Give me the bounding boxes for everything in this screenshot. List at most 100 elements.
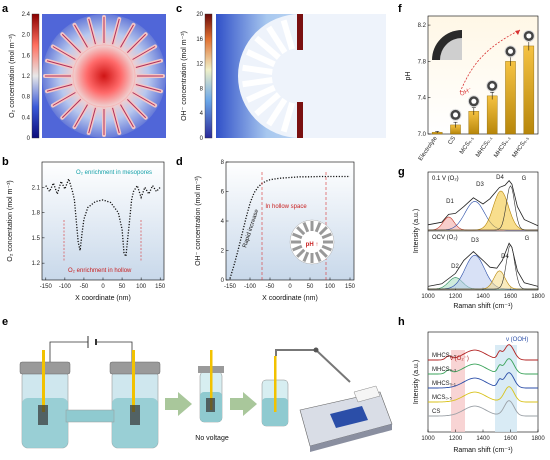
plot-h-series-label: MCS₀.₅ bbox=[432, 395, 452, 401]
panel-label-b: b bbox=[2, 156, 9, 168]
plot-b-ytick-label: 2.1 bbox=[32, 185, 41, 191]
plot-b-xtick-label: -150 bbox=[40, 284, 53, 290]
h-cell bbox=[19, 350, 161, 449]
plot-f-bar bbox=[486, 95, 498, 135]
map-a-pores bbox=[43, 15, 165, 137]
panel-label-g: g bbox=[398, 166, 405, 178]
panel-e: No voltage bbox=[19, 336, 393, 452]
plot-d-annotation-space: In hollow space bbox=[265, 204, 307, 210]
pore-core bbox=[52, 46, 76, 60]
pore-core bbox=[132, 46, 156, 60]
plot-h-xtick-label: 1000 bbox=[421, 436, 435, 442]
plot-h-axes: 1000 1200 1400 1600 1800 bbox=[421, 429, 545, 442]
panel-g: 1000 1200 1400 1600 1800 D1 D3 D4 G D2 D3 D4 G 0.1 … bbox=[413, 171, 545, 310]
inset-pore bbox=[292, 244, 303, 252]
pore-core bbox=[46, 60, 73, 68]
plot-b-ytick-label: 1.2 bbox=[32, 261, 41, 267]
plot-f-bar bbox=[523, 45, 535, 135]
plot-d-xtick-label: -50 bbox=[266, 284, 275, 290]
pore-core bbox=[120, 104, 134, 128]
plot-g-spectrum bbox=[427, 179, 539, 227]
plot-f-ytick-label: 8.2 bbox=[418, 23, 427, 29]
inset-pore bbox=[321, 244, 332, 252]
vial-no-voltage bbox=[198, 350, 224, 423]
plot-h-xtick-label: 1400 bbox=[476, 436, 490, 442]
plot-d-ytick-label: 2 bbox=[221, 249, 225, 255]
pore-core bbox=[126, 98, 147, 119]
plot-h-spectrum bbox=[428, 400, 538, 417]
plot-b-ytick-label: 1.5 bbox=[32, 236, 41, 242]
pore bbox=[245, 84, 276, 103]
plot-f-annotation: OH⁻ bbox=[459, 87, 473, 98]
plot-b-frame bbox=[41, 161, 165, 281]
arrow-step-1 bbox=[165, 392, 192, 416]
plot-d-curve bbox=[229, 175, 350, 279]
plot-h-annotation-ooh: ν (OOH) bbox=[506, 337, 528, 343]
panel-c-ylabel: OH⁻ concentration (mol m⁻³) bbox=[181, 31, 188, 121]
pore-core bbox=[135, 60, 162, 68]
plot-g-peak-label: D1 bbox=[446, 199, 454, 205]
plot-d-xtick-label: 0 bbox=[288, 284, 292, 290]
plot-b-annotation-top: O₂ enrichment in mesopores bbox=[76, 170, 152, 176]
plot-h-xlabel: Raman shift (cm⁻¹) bbox=[453, 447, 512, 454]
plot-f-particle-core bbox=[489, 83, 495, 89]
plot-g-peak-label: D2 bbox=[451, 264, 459, 270]
pore-core bbox=[88, 107, 96, 134]
plot-d-xtick-label: -150 bbox=[224, 284, 237, 290]
pore-core bbox=[52, 92, 76, 106]
pore-core bbox=[112, 18, 120, 45]
plot-d-ytick-label: 6 bbox=[221, 190, 225, 196]
plot-d-ytick-label: 4 bbox=[221, 219, 225, 225]
ph-meter-setup bbox=[261, 347, 393, 452]
inset-pore bbox=[296, 248, 306, 258]
peak-g-top bbox=[428, 185, 538, 231]
plot-h-band-ooh bbox=[495, 345, 517, 432]
plot-h-spectrum bbox=[428, 344, 538, 361]
plot-g-peak-label: D4 bbox=[496, 175, 504, 181]
plot-b-xtick-label: 50 bbox=[119, 284, 126, 290]
pore bbox=[254, 35, 281, 60]
plot-h-series-label: CS bbox=[432, 409, 440, 415]
inset-pore bbox=[314, 251, 322, 262]
plot-d-xtick-label: 50 bbox=[307, 284, 314, 290]
plot-f-ytick-label: 7.8 bbox=[418, 59, 427, 65]
inset-pore bbox=[318, 226, 328, 236]
plot-d-xtick-label: 150 bbox=[345, 284, 356, 290]
plot-g-ylabel: Intensity (a.u.) bbox=[413, 209, 420, 253]
plot-b-ylabel: O₂ concentation (mol m⁻³) bbox=[7, 180, 14, 262]
plot-b-ytick-label: 1.8 bbox=[32, 211, 41, 217]
pore-core bbox=[88, 18, 96, 45]
plot-g-peak-label: G bbox=[525, 236, 530, 242]
pore bbox=[242, 77, 273, 88]
plot-f-particle-core bbox=[508, 48, 513, 54]
inset-pore bbox=[314, 222, 322, 233]
plot-d-annotation-ph: pH ↑ bbox=[306, 242, 319, 248]
plot-d-axes: -150 -100 -50 0 50 100 150 0 2 4 6 8 bbox=[221, 160, 356, 290]
panel-label-e: e bbox=[2, 316, 8, 328]
pore-core bbox=[135, 84, 162, 92]
panel-label-a: a bbox=[2, 3, 9, 15]
plot-d-ytick-label: 0 bbox=[221, 278, 225, 284]
colorbar-c-tick-label: 20 bbox=[196, 12, 203, 18]
plot-b-xtick-label: -50 bbox=[80, 284, 89, 290]
map-c-hemisphere bbox=[238, 14, 386, 138]
plot-f-frame bbox=[427, 15, 539, 135]
plot-f-category-label: MHCS₀.₅ bbox=[512, 135, 531, 159]
plot-g-peak-label: D4 bbox=[501, 254, 509, 260]
plot-h-series-label: MHCS₀.₁ bbox=[432, 381, 456, 387]
map-a-hollow bbox=[72, 44, 136, 108]
pore-core bbox=[132, 92, 156, 106]
panel-h: 1000 1200 1400 1600 1800 MHCS₀.₅MHCS₀.₃MHCS₀… bbox=[413, 331, 545, 454]
plot-f-bar bbox=[505, 61, 516, 135]
inset-pore bbox=[321, 232, 332, 240]
plot-d-frame bbox=[225, 161, 355, 281]
plot-h-series-label: MHCS₀.₃ bbox=[432, 367, 457, 373]
pore-core bbox=[126, 33, 147, 54]
colorbar-a-tick-label: 0.4 bbox=[22, 115, 31, 121]
plot-h-spectrum bbox=[428, 386, 538, 403]
plot-h-annotation-o2: ν (O₂⁻) bbox=[450, 356, 469, 362]
plot-f-inset-sphere bbox=[432, 30, 462, 60]
plot-f-particle-core bbox=[526, 33, 532, 39]
pore-core bbox=[61, 98, 82, 119]
